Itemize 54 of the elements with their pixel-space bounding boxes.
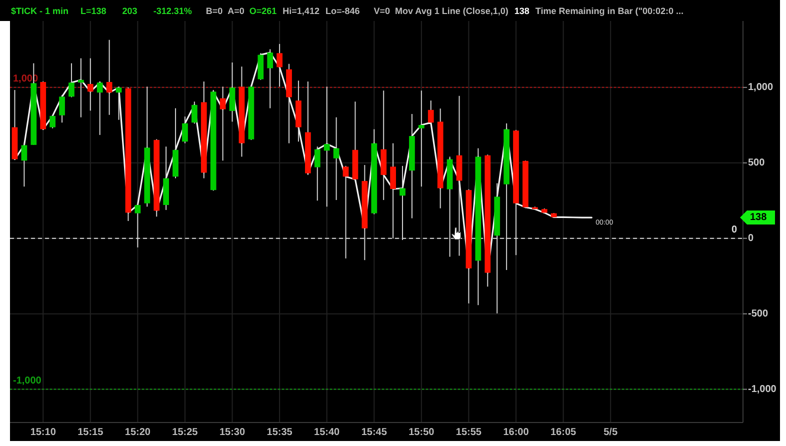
x-tick-label: 15:25 (172, 427, 198, 438)
candlestick (182, 116, 188, 144)
y-tick-label: 0 (748, 232, 754, 244)
text: B=0 (206, 6, 223, 16)
x-tick-label: 15:50 (408, 427, 435, 438)
x-tick-label: 15:35 (266, 427, 293, 438)
x-tick-label: 16:05 (550, 427, 577, 438)
text: Hi=1,412 (282, 6, 320, 16)
candlestick (418, 90, 424, 188)
candlestick (333, 116, 340, 201)
candlestick (50, 114, 56, 129)
y-tick-label: 500 (748, 158, 766, 169)
x-tick-label: 5/5 (604, 427, 618, 438)
candlestick (229, 62, 236, 122)
x-tick-label: 15:45 (361, 427, 388, 438)
text: 203 (122, 6, 138, 16)
x-tick-label: 16:00 (503, 427, 530, 438)
text: 138 (514, 6, 530, 16)
x-tick-label: 15:55 (456, 427, 482, 438)
ref-line-label: 0 (731, 224, 738, 236)
text: Time Remaining in Bar ("00:02:0 ... (535, 6, 684, 16)
candlestick (21, 142, 28, 188)
x-tick-label: 15:30 (219, 427, 246, 438)
text: Lo=-846 (325, 6, 360, 16)
x-tick-label: 15:10 (30, 427, 56, 438)
candlestick (276, 43, 282, 88)
candlestick (428, 100, 434, 124)
candlestick (220, 86, 226, 162)
candlestick (314, 146, 320, 202)
candlestick (106, 39, 112, 116)
candlestick (78, 58, 84, 118)
text: V=0 (374, 6, 390, 16)
text: -312.31% (153, 6, 192, 16)
candlestick (87, 58, 94, 112)
chart-title: $TICK - 1 min (11, 6, 69, 16)
text: Mov Avg 1 Line (Close,1,0) (394, 6, 508, 16)
y-tick-label: -1,000 (748, 384, 777, 395)
candlestick (192, 101, 198, 124)
ref-line-label: -1,000 (13, 375, 42, 386)
x-tick-label: 15:15 (78, 427, 104, 438)
candlestick (267, 48, 274, 109)
x-tick-label: 15:20 (124, 427, 151, 438)
text: L=138 (80, 6, 106, 16)
candlestick (324, 86, 330, 208)
candlestick (59, 94, 65, 124)
candlestick (96, 80, 103, 136)
text: O=261 (249, 6, 277, 16)
candlestick (68, 62, 74, 98)
y-tick-label: 1,000 (748, 82, 774, 94)
candlestick (116, 86, 122, 120)
y-tick-label: -500 (748, 308, 768, 320)
text: A=0 (228, 6, 244, 16)
annotation: 138 (750, 212, 768, 224)
x-tick-label: 15:40 (314, 427, 340, 438)
